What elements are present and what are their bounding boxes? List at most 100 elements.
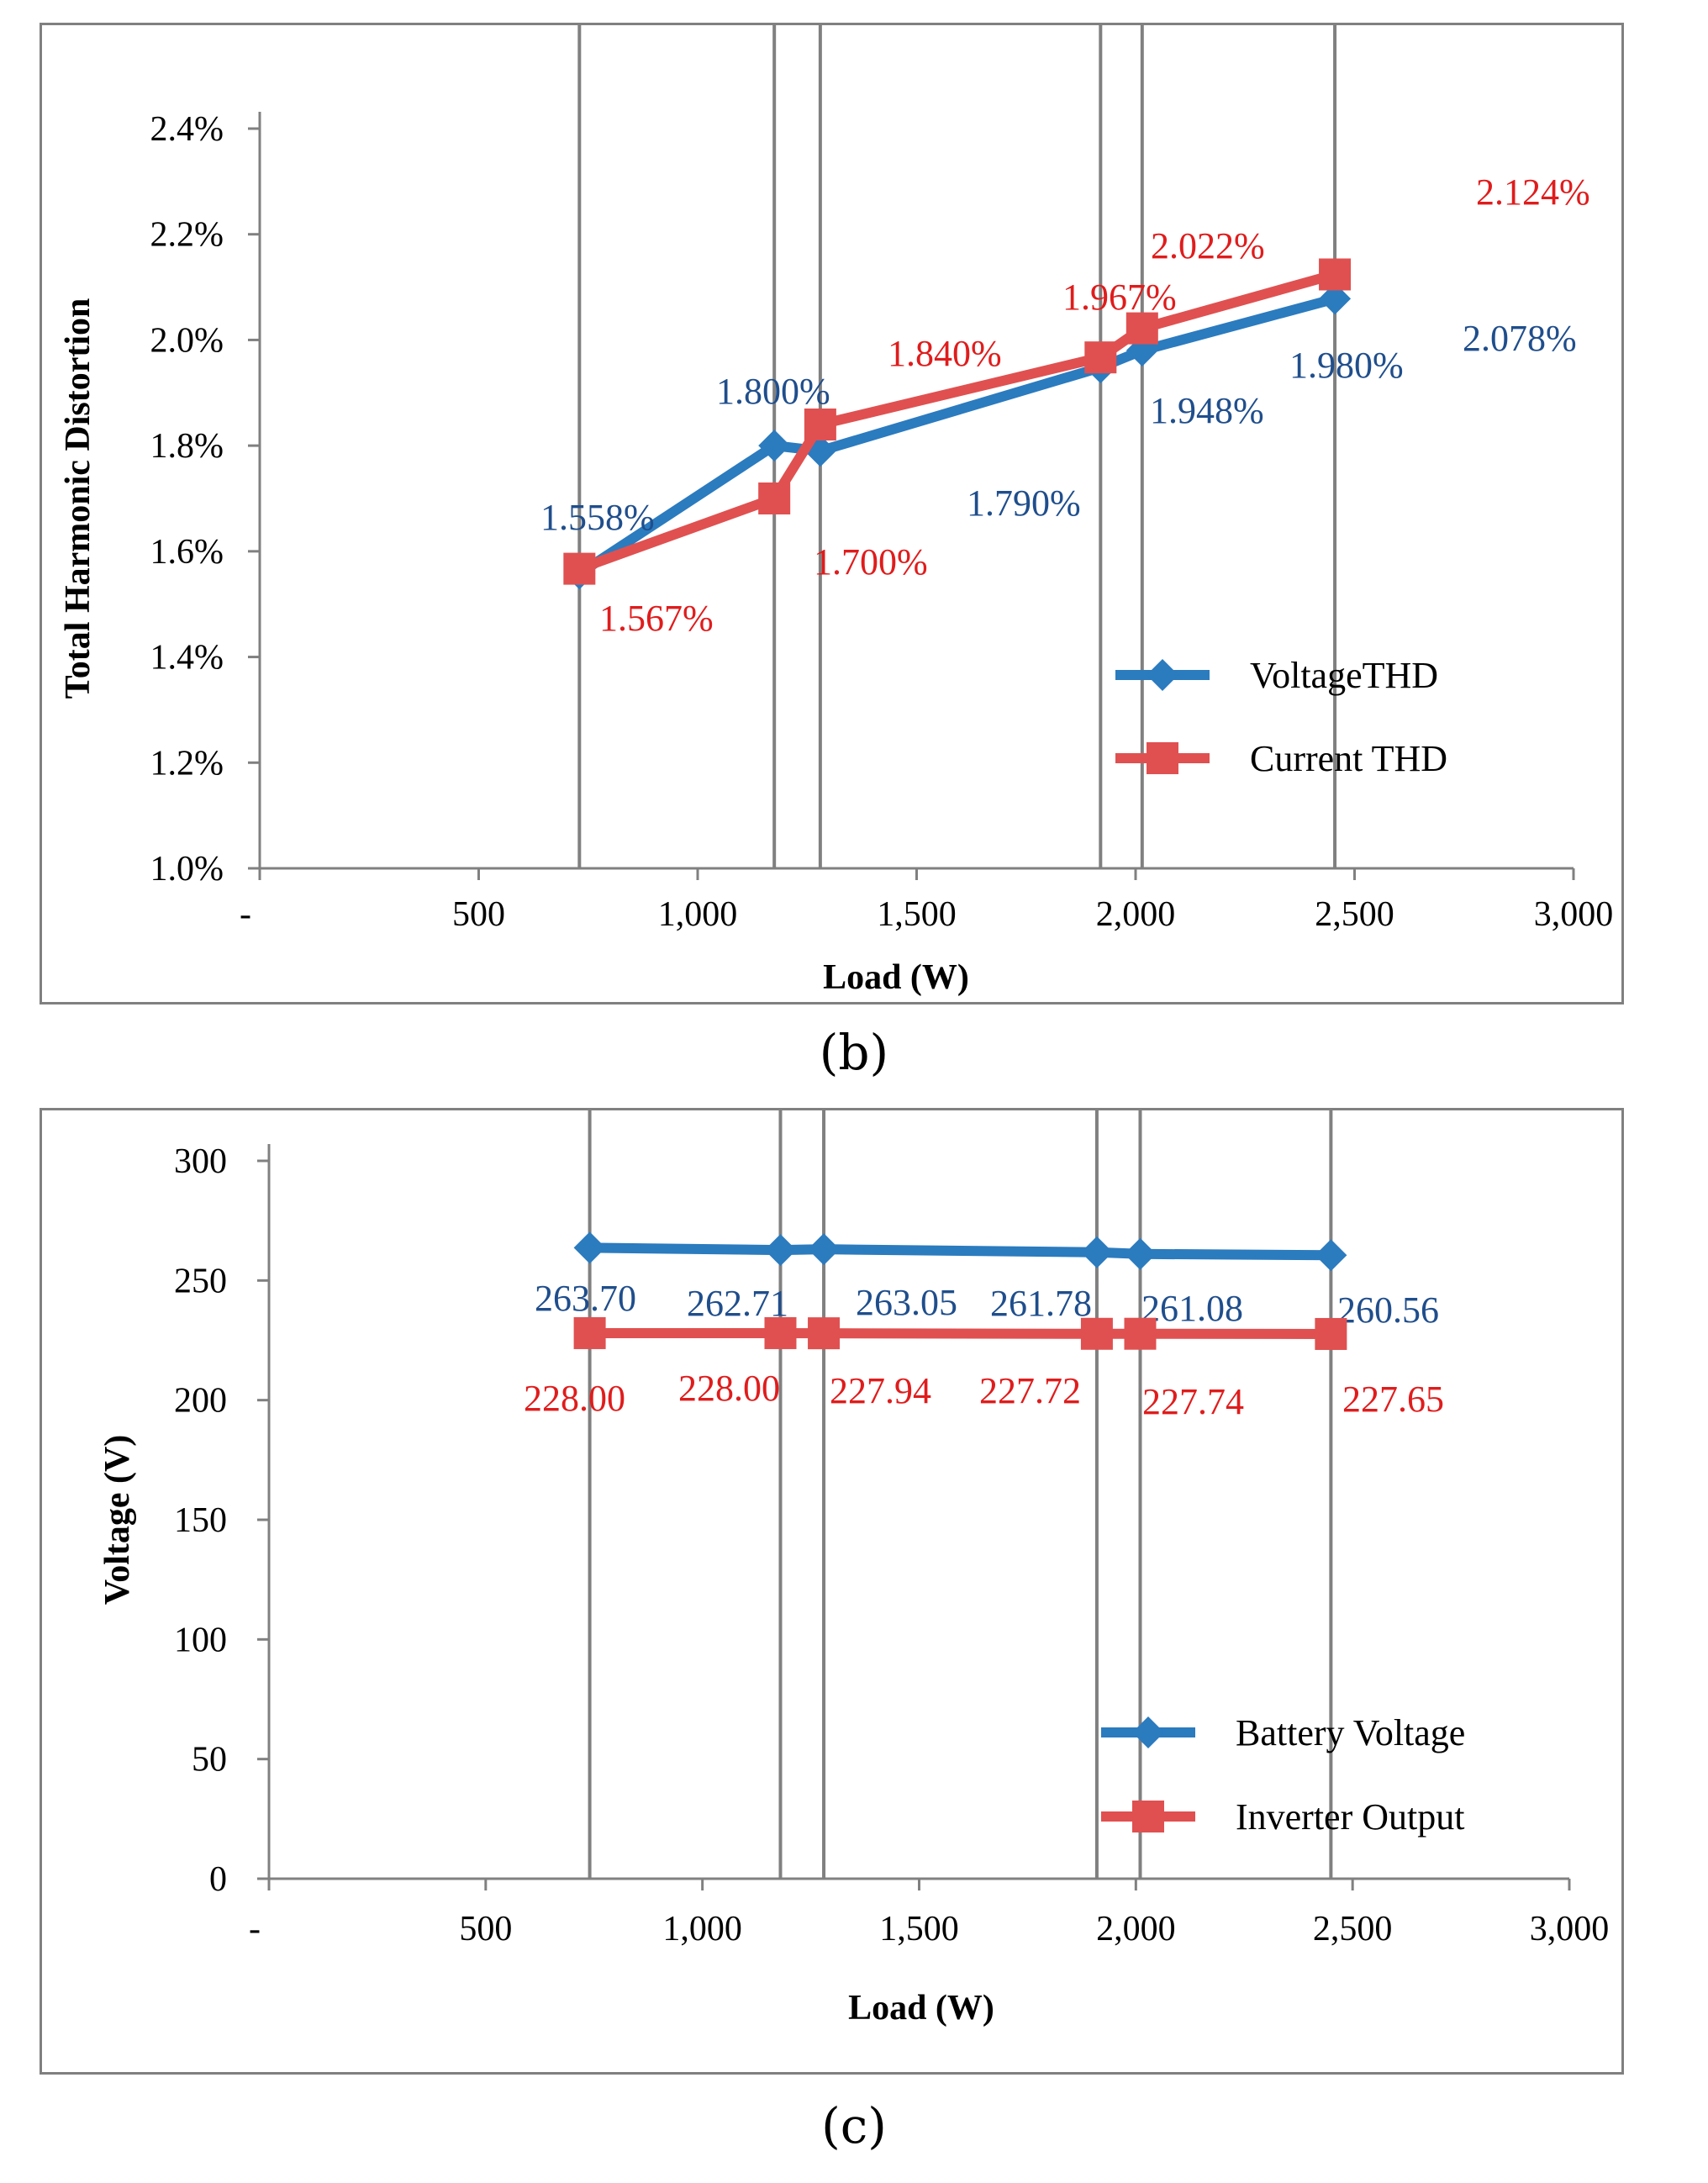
x-tick-label: 3,000 <box>1534 895 1614 934</box>
x-tick-label: 500 <box>452 895 505 934</box>
y-tick-label: 300 <box>174 1142 227 1181</box>
y-tick-label: 0 <box>209 1860 227 1899</box>
data-point-diamond <box>764 1234 797 1267</box>
y-tick-label: 1.0% <box>150 850 224 888</box>
data-point-square <box>1319 258 1352 291</box>
series-line <box>577 293 1336 578</box>
y-tick-label: 2.0% <box>150 321 224 360</box>
y-axis-title: Total Harmonic Distortion <box>59 298 98 699</box>
x-tick-label: - <box>249 1910 261 1948</box>
data-label: 227.72 <box>979 1370 1081 1411</box>
y-tick-label: 1.4% <box>150 639 224 678</box>
data-label: 1.567% <box>599 598 714 639</box>
x-tick-label: 1,000 <box>662 1910 742 1948</box>
data-label: 1.800% <box>716 371 830 412</box>
legend-label: VoltageTHD <box>1250 655 1438 696</box>
y-tick-label: 100 <box>174 1621 227 1659</box>
y-tick-label: 200 <box>174 1382 227 1421</box>
data-label: 2.022% <box>1151 225 1265 266</box>
series-diamond: 1.558% 1.800% 1.790% 1.948% 1.980% 2.078% <box>540 282 1577 590</box>
series-line <box>589 1327 1331 1339</box>
caption-b: (b) <box>819 1024 889 1081</box>
x-tick-label: 2,000 <box>1096 895 1176 934</box>
data-label: 2.124% <box>1476 171 1590 213</box>
chart-panel-b: 1.0% 1.2% 1.4% 1.6% 1.8% 2.0% 2.2% 2.4% - 500 1,00… <box>40 23 1624 1004</box>
data-point-square <box>1080 1317 1113 1350</box>
x-tick-label: 1,000 <box>658 895 738 934</box>
legend-label: Current THD <box>1250 738 1447 779</box>
series-square: 228.00 228.00 227.94 227.72 227.74 227.65 <box>524 1316 1444 1422</box>
data-label: 1.700% <box>814 541 928 583</box>
x-tick-label: 500 <box>459 1910 512 1948</box>
data-point-square <box>1315 1317 1347 1350</box>
data-label: 227.74 <box>1142 1381 1244 1422</box>
y-tick-label: 1.2% <box>150 744 224 783</box>
data-point-square <box>563 552 596 585</box>
axes: 1.0% 1.2% 1.4% 1.6% 1.8% 2.0% 2.2% 2.4% - 500 1,00… <box>150 110 1614 934</box>
y-tick-label: 2.4% <box>150 110 224 149</box>
legend-marker <box>1132 1801 1164 1832</box>
data-point-diamond <box>1319 282 1352 315</box>
vertical-gridlines <box>577 25 1337 868</box>
legend-label: Battery Voltage <box>1236 1712 1465 1753</box>
y-tick-label: 250 <box>174 1262 227 1300</box>
voltage-chart: 0 50 100 150 200 250 300 - 500 1,000 1,500 2,000 2,5… <box>98 1110 1610 2027</box>
caption-c: (c) <box>821 2097 887 2154</box>
x-tick-label: 2,500 <box>1315 895 1394 934</box>
y-tick-label: 1.6% <box>150 533 224 572</box>
data-point-diamond <box>1315 1239 1347 1272</box>
series-line <box>589 1242 1331 1261</box>
data-label: 262.71 <box>687 1283 788 1324</box>
data-point-square <box>808 1317 841 1350</box>
data-label: 227.65 <box>1342 1379 1444 1420</box>
data-label: 2.078% <box>1463 318 1577 359</box>
data-label: 1.840% <box>888 333 1002 374</box>
series-line <box>577 269 1336 574</box>
legend-marker <box>1147 742 1178 774</box>
legend-marker <box>1147 659 1178 691</box>
y-tick-label: 1.8% <box>150 427 224 466</box>
data-label: 1.948% <box>1150 390 1264 431</box>
vertical-gridlines <box>588 1110 1333 1879</box>
data-label: 261.78 <box>990 1283 1092 1324</box>
legend-marker <box>1132 1716 1164 1748</box>
data-point-diamond <box>573 1231 606 1264</box>
data-point-square <box>1125 312 1158 345</box>
data-label: 260.56 <box>1337 1289 1439 1331</box>
data-label: 1.790% <box>967 482 1081 524</box>
data-point-square <box>758 482 791 514</box>
legend-entry: Battery Voltage <box>1101 1712 1465 1753</box>
legend-entry: VoltageTHD <box>1115 655 1438 696</box>
data-point-diamond <box>1124 1237 1157 1270</box>
data-point-square <box>1084 341 1117 374</box>
y-axis-title: Voltage (V) <box>98 1435 137 1606</box>
x-tick-label: 1,500 <box>877 895 957 934</box>
x-tick-label: 3,000 <box>1530 1910 1610 1948</box>
y-tick-label: 150 <box>174 1501 227 1540</box>
data-label: 1.967% <box>1062 277 1177 318</box>
thd-chart: 1.0% 1.2% 1.4% 1.6% 1.8% 2.0% 2.2% 2.4% - 500 1,00… <box>59 25 1614 997</box>
data-point-square <box>573 1316 606 1349</box>
data-point-square <box>804 409 836 440</box>
data-label: 1.558% <box>540 497 655 538</box>
x-tick-label: - <box>240 895 251 934</box>
data-point-diamond <box>808 1233 841 1266</box>
legend-label: Inverter Output <box>1236 1796 1464 1838</box>
y-tick-label: 50 <box>192 1741 227 1780</box>
x-axis-title: Load (W) <box>823 958 969 997</box>
legend-entry: Inverter Output <box>1101 1796 1464 1838</box>
data-label: 263.70 <box>535 1278 636 1319</box>
data-label: 261.08 <box>1141 1288 1243 1329</box>
data-label: 228.00 <box>678 1368 780 1409</box>
x-axis-title: Load (W) <box>848 1989 994 2027</box>
x-tick-label: 2,000 <box>1096 1910 1176 1948</box>
data-label: 1.980% <box>1289 345 1404 386</box>
legend-entry: Current THD <box>1115 738 1447 779</box>
data-label: 263.05 <box>856 1282 957 1323</box>
data-point-square <box>1124 1317 1157 1350</box>
x-tick-label: 1,500 <box>879 1910 959 1948</box>
series-square: 1.567% 1.700% 1.840% 1.967% 2.022% 2.124% <box>563 171 1590 639</box>
series-diamond: 263.70 262.71 263.05 261.78 261.08 260.56 <box>535 1231 1439 1331</box>
x-tick-label: 2,500 <box>1313 1910 1393 1948</box>
chart-panel-c: 0 50 100 150 200 250 300 - 500 1,000 1,500 2,000 2,5… <box>40 1108 1624 2075</box>
